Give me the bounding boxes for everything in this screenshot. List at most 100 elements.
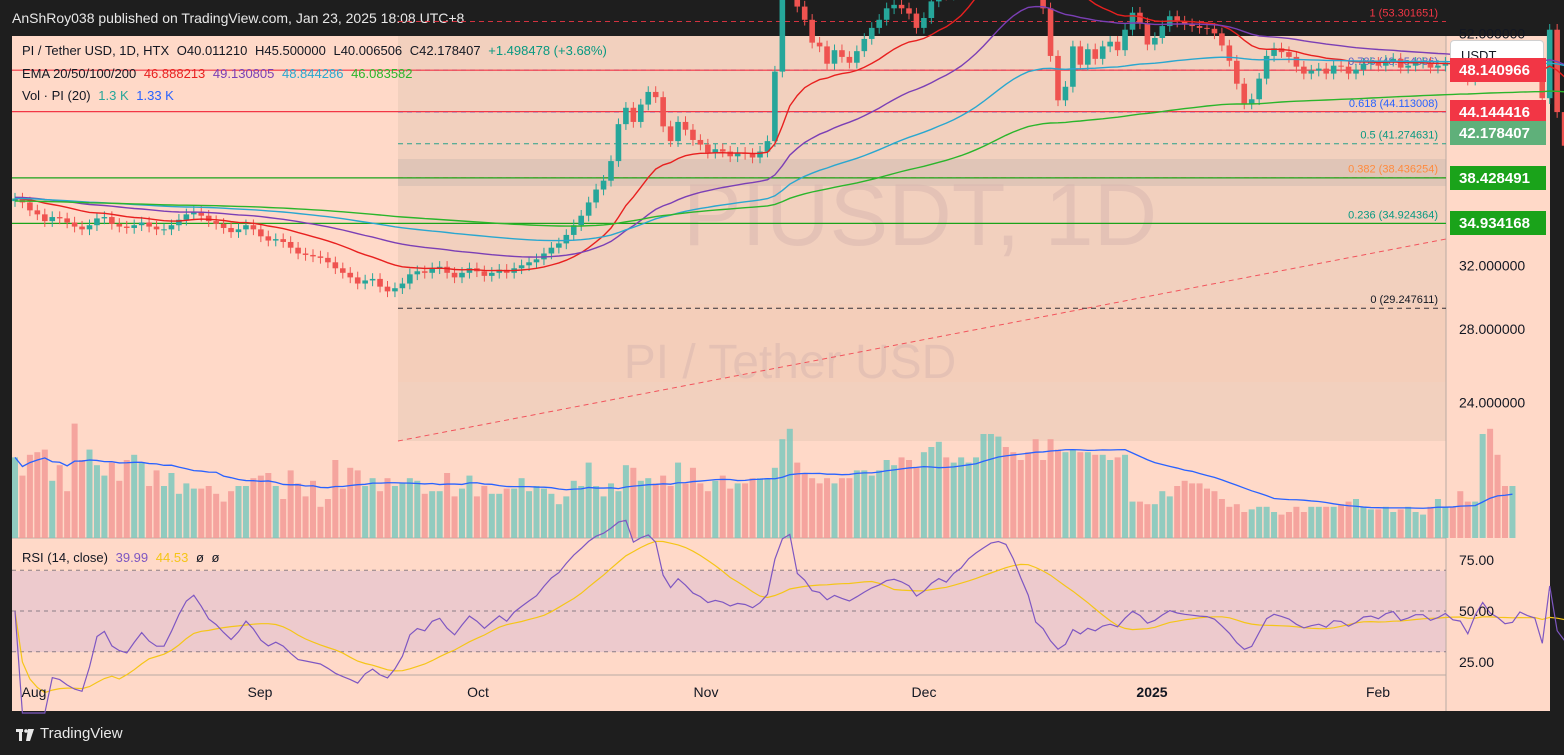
candle[interactable] xyxy=(317,250,324,264)
candle[interactable] xyxy=(138,216,145,231)
candle[interactable] xyxy=(466,262,473,279)
candle[interactable] xyxy=(86,219,93,236)
candle[interactable] xyxy=(936,0,942,8)
candle[interactable] xyxy=(816,36,823,53)
candle[interactable] xyxy=(444,261,450,279)
candle[interactable] xyxy=(839,44,845,63)
candle[interactable] xyxy=(660,91,666,133)
candle[interactable] xyxy=(712,143,719,159)
candle[interactable] xyxy=(675,116,681,147)
candle[interactable] xyxy=(1248,93,1255,110)
candle[interactable] xyxy=(891,0,897,15)
candle[interactable] xyxy=(1375,57,1382,72)
candle[interactable] xyxy=(570,219,577,241)
candle[interactable] xyxy=(116,218,123,233)
candle[interactable] xyxy=(563,229,570,250)
candle[interactable] xyxy=(638,98,644,128)
candle[interactable] xyxy=(1062,81,1069,107)
candle[interactable] xyxy=(719,143,726,158)
candle[interactable] xyxy=(1211,23,1218,40)
legend-vol-label[interactable]: Vol · PI (20) xyxy=(22,88,91,103)
candle[interactable] xyxy=(325,252,331,269)
candle[interactable] xyxy=(876,14,882,34)
candle[interactable] xyxy=(1226,39,1233,67)
candle[interactable] xyxy=(593,183,599,209)
candle[interactable] xyxy=(1330,59,1337,80)
candle[interactable] xyxy=(191,205,197,221)
candle[interactable] xyxy=(1561,106,1564,151)
candle[interactable] xyxy=(764,135,771,158)
candle[interactable] xyxy=(1189,18,1195,32)
candle[interactable] xyxy=(79,220,85,236)
candle[interactable] xyxy=(1055,50,1061,107)
candle[interactable] xyxy=(354,271,361,290)
candle[interactable] xyxy=(1077,40,1084,71)
candle[interactable] xyxy=(831,44,838,70)
candle[interactable] xyxy=(1070,40,1076,93)
candle[interactable] xyxy=(1390,53,1397,67)
candle[interactable] xyxy=(377,273,383,293)
candle[interactable] xyxy=(489,267,495,282)
candle[interactable] xyxy=(168,219,175,236)
candle[interactable] xyxy=(600,174,607,196)
candle[interactable] xyxy=(690,124,696,146)
candle[interactable] xyxy=(34,204,41,221)
candle[interactable] xyxy=(94,212,100,231)
candle[interactable] xyxy=(12,192,18,207)
candle[interactable] xyxy=(1234,55,1240,90)
candle[interactable] xyxy=(272,233,279,247)
candle[interactable] xyxy=(369,273,376,287)
candle[interactable] xyxy=(340,262,346,279)
candle[interactable] xyxy=(176,214,182,231)
candle[interactable] xyxy=(615,118,622,167)
candle[interactable] xyxy=(481,265,488,282)
candle[interactable] xyxy=(287,236,294,254)
candle[interactable] xyxy=(854,45,860,69)
legend-rsi-label[interactable]: RSI (14, close) xyxy=(22,550,108,565)
candle[interactable] xyxy=(779,0,786,78)
candle[interactable] xyxy=(623,102,629,130)
candle[interactable] xyxy=(213,215,219,230)
candle[interactable] xyxy=(883,2,890,26)
candle[interactable] xyxy=(652,86,659,103)
candle[interactable] xyxy=(1137,6,1143,30)
candle[interactable] xyxy=(310,249,316,263)
candle[interactable] xyxy=(1345,60,1352,80)
candle[interactable] xyxy=(1338,59,1344,73)
candle[interactable] xyxy=(1442,57,1449,72)
candle[interactable] xyxy=(1122,24,1128,56)
candle[interactable] xyxy=(302,247,309,261)
candle[interactable] xyxy=(1368,57,1374,70)
candle[interactable] xyxy=(824,40,830,70)
candle[interactable] xyxy=(630,102,637,128)
candle[interactable] xyxy=(645,86,652,111)
candle[interactable] xyxy=(1047,2,1054,62)
candle[interactable] xyxy=(1383,55,1389,72)
candle[interactable] xyxy=(347,267,354,284)
candle[interactable] xyxy=(697,134,704,151)
candle[interactable] xyxy=(809,14,815,49)
candle[interactable] xyxy=(71,216,78,233)
candle[interactable] xyxy=(1271,42,1277,62)
legend-ema-label[interactable]: EMA 20/50/100/200 xyxy=(22,66,137,81)
candle[interactable] xyxy=(235,223,242,238)
candle[interactable] xyxy=(1092,43,1099,65)
candle[interactable] xyxy=(258,223,264,243)
candle[interactable] xyxy=(1301,60,1307,80)
candle[interactable] xyxy=(332,256,339,275)
candle[interactable] xyxy=(913,7,920,34)
candle[interactable] xyxy=(1085,43,1091,71)
candle[interactable] xyxy=(757,145,763,164)
candle[interactable] xyxy=(1181,15,1188,31)
legend-symbol[interactable]: PI / Tether USD, 1D, HTX xyxy=(22,43,170,58)
candle[interactable] xyxy=(578,210,584,231)
candle[interactable] xyxy=(1263,50,1270,85)
candle[interactable] xyxy=(801,0,808,26)
candle[interactable] xyxy=(131,219,137,234)
candle[interactable] xyxy=(1293,51,1300,73)
candle[interactable] xyxy=(1308,64,1315,80)
candle[interactable] xyxy=(1040,0,1046,15)
candle[interactable] xyxy=(399,277,406,294)
candle[interactable] xyxy=(921,12,927,34)
candle[interactable] xyxy=(496,264,503,279)
